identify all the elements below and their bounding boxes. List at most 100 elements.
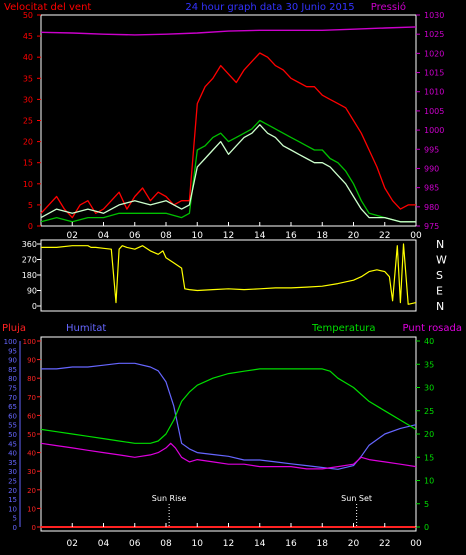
graph-title: 24 hour graph data 30 Junio 2015 <box>185 2 354 13</box>
pressure-y-tick-label: 985 <box>424 184 439 193</box>
humidity-y-tick-label: 40 <box>27 450 36 458</box>
wind-x-tick-label: 06 <box>129 231 141 241</box>
humidity-y-tick-label: 30 <box>27 468 36 476</box>
rain-y-tick-label: 55 <box>8 422 17 430</box>
humidity-y-tick-label: 90 <box>27 357 36 365</box>
rain-y-tick-label: 35 <box>8 459 17 467</box>
wind-y-tick-label: 25 <box>23 117 33 126</box>
wind-y-tick-label: 50 <box>23 11 33 20</box>
temperature-y-tick-label: 30 <box>424 384 434 393</box>
direction-y-tick-label: 360 <box>22 240 37 249</box>
humidity-x-tick-label: 02 <box>67 539 78 549</box>
rain-y-tick-label: 15 <box>8 496 17 504</box>
rain-y-tick-label: 50 <box>8 431 17 439</box>
humidity-x-tick-label: 22 <box>379 539 390 549</box>
wind-y-tick-label: 10 <box>23 180 33 189</box>
humidity-x-tick-label: 00 <box>410 539 422 549</box>
humidity-y-tick-label: 70 <box>27 394 36 402</box>
wind-x-tick-label: 02 <box>67 231 78 241</box>
rain-y-tick-label: 0 <box>13 524 17 532</box>
direction-y-tick-label: 90 <box>27 287 37 296</box>
dew-point-line <box>40 442 417 470</box>
direction-y-tick-label: 180 <box>22 271 37 280</box>
temperature-y-tick-label: 0 <box>424 523 429 532</box>
humidity-x-tick-label: 12 <box>223 539 234 549</box>
humidity-y-tick-label: 20 <box>27 487 36 495</box>
rain-y-tick-label: 70 <box>8 394 17 402</box>
rain-label: Pluja <box>2 323 26 334</box>
pressure-y-tick-label: 990 <box>424 164 439 173</box>
temperature-y-tick-label: 25 <box>424 407 434 416</box>
rain-y-tick-label: 85 <box>8 366 17 374</box>
humidity-y-tick-label: 100 <box>23 338 36 346</box>
humidity-y-tick-label: 50 <box>27 431 36 439</box>
rain-y-tick-label: 40 <box>8 450 17 458</box>
gust-line <box>40 52 416 219</box>
pressure-y-tick-label: 1010 <box>424 88 444 97</box>
humidity-x-tick-label: 04 <box>98 539 110 549</box>
rain-y-tick-label: 90 <box>8 357 17 365</box>
average-line <box>40 119 416 223</box>
humidity-x-tick-label: 06 <box>129 539 141 549</box>
compass-label: N <box>436 300 444 313</box>
rain-y-tick-label: 65 <box>8 403 17 411</box>
wind-x-tick-label: 00 <box>410 231 422 241</box>
rain-y-tick-label: 60 <box>8 412 17 420</box>
humidity-x-tick-label: 10 <box>192 539 204 549</box>
pressure-y-tick-label: 995 <box>424 145 439 154</box>
dewpoint-label: Punt rosada <box>403 323 462 334</box>
wind-x-tick-label: 10 <box>192 231 204 241</box>
rain-y-tick-label: 25 <box>8 478 17 486</box>
rain-y-tick-label: 45 <box>8 440 17 448</box>
temperature-y-tick-label: 10 <box>424 477 434 486</box>
humidity-label: Humitat <box>66 323 106 334</box>
pressure-y-tick-label: 975 <box>424 222 439 231</box>
wind-x-tick-label: 22 <box>379 231 390 241</box>
temperature-y-tick-label: 40 <box>424 337 434 346</box>
wind-y-tick-label: 5 <box>28 201 33 210</box>
compass-label: W <box>436 254 447 267</box>
temperature-y-tick-label: 35 <box>424 360 434 369</box>
pressure-y-tick-label: 1030 <box>424 11 444 20</box>
wind-x-tick-label: 14 <box>254 231 266 241</box>
wind-y-tick-label: 40 <box>23 53 33 62</box>
wind-x-tick-label: 08 <box>160 231 172 241</box>
pressure-line <box>40 26 417 36</box>
wind-panel: 0510152025303540455097598098599099510001… <box>23 11 445 241</box>
sunrise-label: Sun Rise <box>152 494 187 503</box>
humidity-x-tick-label: 14 <box>254 539 266 549</box>
temperature-label: Temperatura <box>311 323 376 334</box>
humidity-panel: 0510152025303540455055606570758085909510… <box>4 337 435 549</box>
direction-y-tick-label: 0 <box>32 302 37 311</box>
pressure-y-tick-label: 1000 <box>424 126 444 135</box>
wind-y-tick-label: 15 <box>23 159 33 168</box>
humidity-x-tick-label: 20 <box>348 539 360 549</box>
pressure-label: Pressió <box>371 1 406 13</box>
compass-label: N <box>436 238 444 251</box>
rain-y-tick-label: 95 <box>8 347 17 355</box>
wind-x-tick-label: 20 <box>348 231 360 241</box>
compass-label: E <box>436 285 443 298</box>
rain-y-tick-label: 80 <box>8 375 17 383</box>
temperature-y-tick-label: 20 <box>424 430 434 439</box>
compass-label: S <box>436 269 443 282</box>
humidity-y-tick-label: 10 <box>27 505 36 513</box>
pressure-y-tick-label: 980 <box>424 203 439 212</box>
wind-x-tick-label: 18 <box>317 231 329 241</box>
wind-x-tick-label: 12 <box>223 231 234 241</box>
wind-y-tick-label: 45 <box>23 32 33 41</box>
wind-y-tick-label: 20 <box>23 138 33 147</box>
humidity-y-tick-label: 60 <box>27 412 36 420</box>
wind-y-tick-label: 35 <box>23 74 33 83</box>
wind-y-tick-label: 30 <box>23 95 33 104</box>
rain-y-tick-label: 5 <box>13 515 17 523</box>
rain-y-tick-label: 20 <box>8 487 17 495</box>
wind-x-tick-label: 16 <box>285 231 297 241</box>
wind-speed-line <box>40 124 416 223</box>
wind-y-tick-label: 0 <box>28 222 33 231</box>
sunset-label: Sun Set <box>341 494 372 503</box>
